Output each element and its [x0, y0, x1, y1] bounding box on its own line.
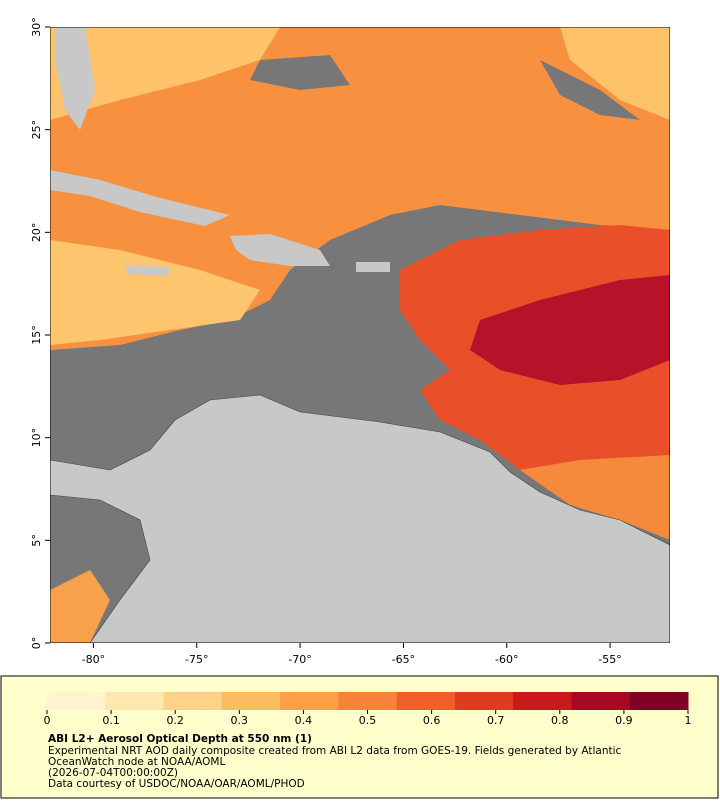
- colorbar-cell: [513, 692, 572, 710]
- caption-line: OceanWatch node at NOAA/AOML: [48, 756, 225, 768]
- land-hispaniola: [230, 234, 330, 266]
- caption-line: (2026-07-04T00:00:00Z): [48, 767, 178, 779]
- aerosol-north-light: [50, 27, 280, 120]
- lon-tick-label: -65°: [392, 653, 415, 666]
- colorbar-tick-label: 0.6: [423, 714, 441, 727]
- aerosol-gap: [250, 55, 350, 90]
- colorbar-tick-label: 0.2: [166, 714, 184, 727]
- colorbar-tick-label: 1: [685, 714, 692, 727]
- map-field: [50, 27, 670, 643]
- colorbar-cell: [396, 692, 456, 710]
- lat-tick-label: 15°: [30, 325, 43, 345]
- lat-tick-label: 30°: [30, 17, 43, 37]
- colorbar-tick-label: 0.3: [231, 714, 249, 727]
- land-cuba: [50, 170, 230, 226]
- colorbar-tick-label: 0.1: [102, 714, 120, 727]
- aerosol-gap2: [540, 60, 640, 120]
- land-puerto-rico: [356, 262, 390, 272]
- caption-line: Experimental NRT AOD daily composite cre…: [48, 745, 622, 757]
- lat-tick-label: 0°: [30, 637, 43, 650]
- colorbar-cell: [47, 692, 106, 710]
- colorbar-cell: [280, 692, 339, 710]
- colorbar-tick-label: 0.8: [551, 714, 569, 727]
- aerosol-plume-core: [470, 275, 670, 385]
- colorbar-cell: [571, 692, 631, 710]
- colorbar-tick-label: 0.9: [615, 714, 633, 727]
- lat-tick-label: 25°: [30, 120, 43, 140]
- lon-tick-label: -55°: [598, 653, 621, 666]
- aerosol-north: [50, 27, 670, 350]
- caption-line: Data courtesy of USDOC/NOAA/OAR/AOML/PHO…: [48, 778, 305, 790]
- lat-tick-label: 5°: [30, 534, 43, 547]
- lon-tick-label: -70°: [288, 653, 311, 666]
- aerosol-south: [520, 455, 670, 540]
- lon-tick-label: -75°: [185, 653, 208, 666]
- colorbar-cell: [221, 692, 281, 710]
- lon-tick-label: -60°: [495, 653, 518, 666]
- aerosol-sw: [50, 570, 110, 643]
- lat-tick-label: 20°: [30, 223, 43, 243]
- aerosol-ne-light: [560, 27, 670, 120]
- aerosol-west-light: [50, 240, 260, 345]
- colorbar-cell: [163, 692, 223, 710]
- colorbar-tick-label: 0.4: [295, 714, 313, 727]
- colorbar-tick-label: 0.5: [359, 714, 377, 727]
- land-jamaica: [125, 265, 170, 276]
- colorbar-cell: [454, 692, 514, 710]
- colorbar-tick-label: 0.7: [487, 714, 505, 727]
- lat-tick-label: 10°: [30, 428, 43, 448]
- colorbar-cell: [629, 692, 689, 710]
- lon-tick-label: -80°: [82, 653, 105, 666]
- colorbar-cell: [338, 692, 398, 710]
- land-south-america: [50, 394, 670, 643]
- colorbar-tick-label: 0: [44, 714, 51, 727]
- colorbar-cell: [105, 692, 165, 710]
- caption-title: ABI L2+ Aerosol Optical Depth at 550 nm …: [48, 733, 312, 745]
- land-florida: [55, 27, 95, 130]
